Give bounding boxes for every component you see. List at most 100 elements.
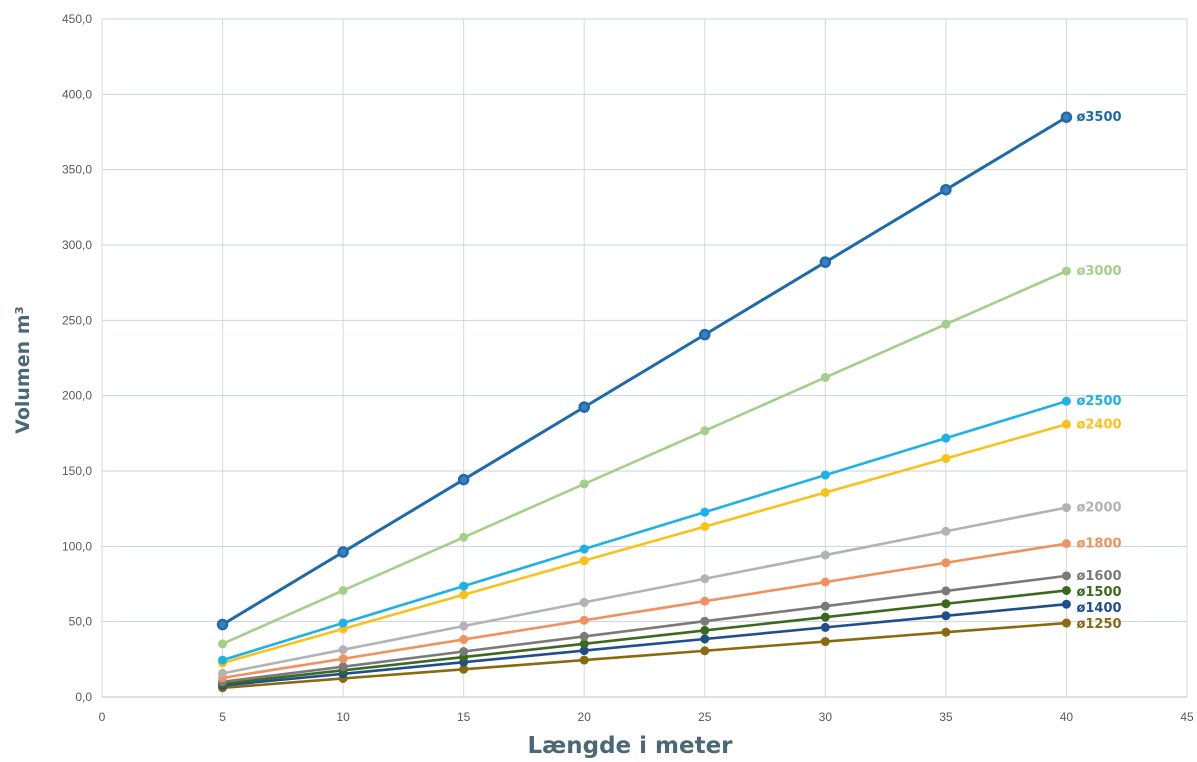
- data-point: [579, 556, 589, 566]
- data-point: [940, 183, 952, 196]
- data-point: [459, 621, 469, 631]
- y-tick-label: 150,0: [62, 464, 92, 478]
- data-point: [820, 601, 830, 611]
- series-label: ø1250: [1076, 617, 1121, 632]
- series-line: [221, 115, 1068, 626]
- data-point: [218, 639, 228, 649]
- data-point: [579, 479, 589, 489]
- data-point: [820, 637, 830, 647]
- data-point: [216, 618, 229, 631]
- y-tick-label: 450,0: [62, 12, 92, 26]
- series-line: [222, 399, 1067, 662]
- y-tick-label: 50,0: [69, 615, 93, 629]
- x-tick-label: 25: [698, 710, 712, 724]
- x-tick-label: 20: [578, 710, 592, 724]
- data-point: [1061, 503, 1071, 513]
- data-point: [700, 596, 710, 606]
- x-axis-title: Længde i meter: [527, 733, 733, 759]
- series-ø1400: [218, 599, 1071, 690]
- data-point: [459, 532, 469, 542]
- data-point: [700, 616, 710, 626]
- y-tick-label: 300,0: [62, 238, 92, 252]
- data-point: [1061, 266, 1071, 276]
- series-line: [222, 506, 1067, 675]
- series-line: [222, 542, 1067, 680]
- grid: [101, 18, 1188, 698]
- x-tick-label: 15: [457, 710, 471, 724]
- series-label: ø2500: [1076, 394, 1121, 409]
- data-point: [218, 655, 228, 665]
- data-point: [579, 544, 589, 554]
- x-tick-label: 45: [1180, 710, 1194, 724]
- series-label: ø2000: [1076, 501, 1121, 516]
- y-tick-label: 0,0: [75, 690, 92, 704]
- data-point: [579, 655, 589, 665]
- data-point: [459, 634, 469, 644]
- data-point: [700, 507, 710, 517]
- series-group: [216, 111, 1073, 693]
- x-tick-label: 30: [819, 710, 833, 724]
- data-point: [941, 526, 951, 536]
- data-point: [700, 634, 710, 644]
- data-point: [579, 639, 589, 649]
- series-label: ø1400: [1076, 601, 1121, 616]
- y-tick-label: 100,0: [62, 539, 92, 553]
- x-tick-label: 35: [939, 710, 953, 724]
- data-point: [337, 546, 349, 558]
- series-line: [222, 589, 1067, 686]
- y-tick-label: 350,0: [62, 163, 92, 177]
- data-point: [1061, 571, 1071, 581]
- data-point: [700, 625, 710, 635]
- data-point: [1061, 585, 1071, 595]
- data-point: [459, 581, 469, 591]
- data-point: [819, 256, 832, 268]
- data-point: [1061, 599, 1071, 609]
- data-point: [338, 645, 348, 655]
- data-point: [1061, 539, 1071, 549]
- data-point: [941, 599, 951, 609]
- series-ø3000: [218, 266, 1071, 649]
- data-point: [338, 585, 348, 595]
- series-ø1500: [218, 585, 1071, 689]
- series-line: [222, 602, 1067, 687]
- data-point: [338, 654, 348, 664]
- data-point: [459, 590, 469, 600]
- data-point: [820, 612, 830, 622]
- y-tick-label: 200,0: [62, 389, 92, 403]
- data-point: [820, 622, 830, 632]
- series-labels: ø3500 ø3000 ø2500 ø2400 ø2000 ø1800 ø1600ø1500…: [1076, 110, 1121, 632]
- data-point: [700, 574, 710, 584]
- data-point: [338, 618, 348, 628]
- data-point: [457, 473, 470, 486]
- data-point: [820, 550, 830, 560]
- series-line: [222, 423, 1067, 665]
- series-label: ø3500: [1076, 110, 1121, 125]
- x-axis-ticks: 0 5 10 15 20 25 30 35 40 45: [99, 710, 1194, 724]
- x-tick-label: 40: [1060, 710, 1074, 724]
- series-label: ø1500: [1076, 585, 1121, 600]
- y-axis-ticks: 0,0 50,0 100,0 150,0 200,0 250,0 300,0 350,0 400…: [62, 12, 92, 704]
- data-point: [941, 611, 951, 621]
- data-point: [579, 615, 589, 625]
- series-line: [222, 574, 1067, 684]
- data-point: [941, 319, 951, 329]
- series-line: [222, 269, 1067, 646]
- data-point: [700, 426, 710, 436]
- series-ø3500: [216, 111, 1073, 631]
- data-point: [699, 328, 711, 341]
- data-point: [820, 470, 830, 480]
- data-point: [820, 488, 830, 498]
- y-axis-title: Volumen m³: [12, 306, 34, 434]
- data-point: [218, 668, 228, 678]
- data-point: [700, 646, 710, 656]
- series-label: ø1600: [1076, 569, 1121, 584]
- series-label: ø1800: [1076, 537, 1121, 552]
- data-point: [1061, 396, 1071, 406]
- series-ø2500: [218, 396, 1071, 665]
- data-point: [820, 577, 830, 587]
- series-ø1800: [218, 539, 1071, 683]
- data-point: [578, 401, 590, 413]
- data-point: [941, 453, 951, 463]
- series-ø1600: [218, 571, 1071, 687]
